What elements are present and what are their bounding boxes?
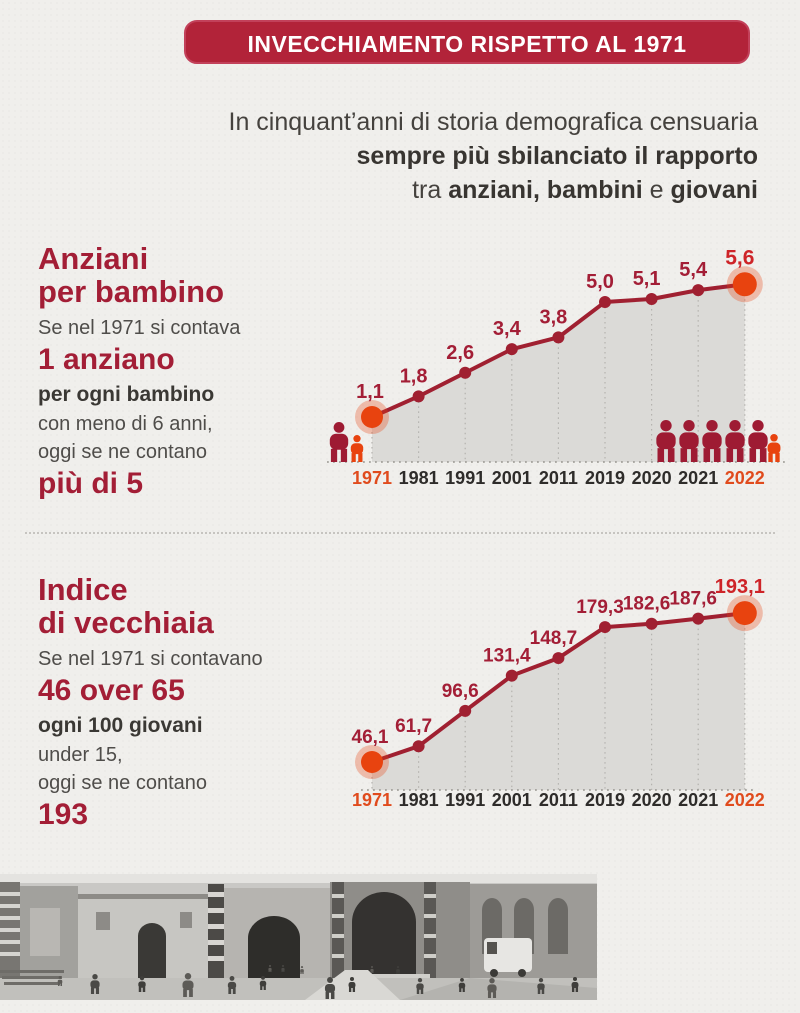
svg-text:1981: 1981 (399, 790, 439, 810)
svg-text:182,6: 182,6 (623, 594, 671, 615)
section1-text: per ogni bambino (38, 383, 215, 407)
svg-text:96,6: 96,6 (442, 681, 479, 702)
section2-title: Indice di vecchiaia (38, 572, 328, 640)
intro-line3-part: anziani, bambini (448, 176, 643, 204)
section2-title-line1: Indice (38, 572, 128, 607)
section1-highlight: più di 5 (38, 466, 143, 500)
piazza-photo (0, 874, 597, 1000)
svg-text:2011: 2011 (539, 468, 578, 488)
svg-text:187,6: 187,6 (669, 589, 717, 610)
section1-text: Se nel 1971 si contava (38, 317, 241, 340)
section2-text: Se nel 1971 si contavano (38, 648, 263, 671)
svg-text:61,7: 61,7 (395, 716, 432, 737)
svg-text:1991: 1991 (445, 790, 485, 810)
svg-text:1971: 1971 (352, 468, 392, 488)
svg-text:1,1: 1,1 (356, 381, 384, 403)
svg-text:5,0: 5,0 (586, 271, 614, 293)
section2-text: under 15, (38, 743, 123, 766)
section-anziani-per-bambino: Anziani per bambino Se nel 1971 si contav… (38, 241, 328, 506)
intro-text: In cinquant’anni di storia demografica c… (229, 105, 758, 207)
section2-text: oggi se ne contano (38, 771, 208, 794)
svg-text:1971: 1971 (352, 790, 392, 810)
svg-text:3,4: 3,4 (493, 318, 522, 340)
section1-text: con meno di 6 anni, (38, 412, 213, 435)
svg-text:5,4: 5,4 (679, 259, 708, 281)
svg-text:5,1: 5,1 (633, 268, 661, 290)
intro-line-1: In cinquant’anni di storia demografica c… (228, 108, 758, 136)
section1-title-line2: per bambino (38, 273, 225, 309)
svg-text:1981: 1981 (399, 468, 439, 488)
svg-text:2001: 2001 (492, 790, 532, 810)
svg-text:2011: 2011 (539, 790, 578, 810)
svg-text:2020: 2020 (632, 790, 672, 810)
svg-text:2021: 2021 (678, 468, 718, 488)
svg-text:2019: 2019 (585, 468, 625, 488)
svg-text:131,4: 131,4 (483, 646, 531, 667)
svg-text:2,6: 2,6 (446, 342, 474, 364)
svg-text:2020: 2020 (632, 468, 672, 488)
section1-title-line1: Anziani (38, 241, 149, 276)
section1-highlight: 1 anziano (38, 343, 175, 377)
svg-text:2021: 2021 (678, 790, 718, 810)
dotted-divider (25, 532, 775, 534)
section2-highlight: 46 over 65 (38, 674, 185, 708)
svg-text:1991: 1991 (445, 468, 485, 488)
section1-title: Anziani per bambino (38, 241, 328, 309)
section2-text: ogni 100 giovani (38, 714, 203, 738)
intro-line-2: sempre più sbilanciato il rapporto (356, 142, 758, 170)
header-banner: INVECCHIAMENTO RISPETTO AL 1971 (184, 20, 750, 64)
intro-line3-part: tra (412, 176, 449, 204)
svg-text:2001: 2001 (492, 468, 532, 488)
svg-text:5,6: 5,6 (725, 246, 754, 269)
intro-line3-part: giovani (670, 176, 758, 204)
section-indice-di-vecchiaia: Indice di vecchiaia Se nel 1971 si contav… (38, 572, 328, 837)
svg-text:46,1: 46,1 (352, 727, 389, 748)
svg-text:2022: 2022 (725, 790, 765, 810)
section1-text: oggi se ne contano (38, 440, 208, 463)
svg-text:1,8: 1,8 (400, 365, 428, 387)
section2-highlight: 193 (38, 797, 89, 831)
chart-anziani-per-bambino: 1,1 1,8 2,6 3,4 3,8 5,0 5,1 5,4 5,6 1971 1981 1991 2… (327, 246, 787, 488)
svg-text:2022: 2022 (725, 468, 765, 488)
intro-line3-part: e (642, 176, 671, 204)
svg-text:2019: 2019 (585, 790, 625, 810)
intro-line-3: tra anziani, bambini e giovani (229, 173, 758, 207)
section2-title-line2: di vecchiaia (38, 604, 214, 640)
svg-text:148,7: 148,7 (530, 628, 578, 649)
svg-text:193,1: 193,1 (715, 576, 765, 598)
svg-text:179,3: 179,3 (576, 597, 624, 618)
pedestrian-figures (57, 965, 579, 999)
svg-text:3,8: 3,8 (539, 306, 567, 328)
